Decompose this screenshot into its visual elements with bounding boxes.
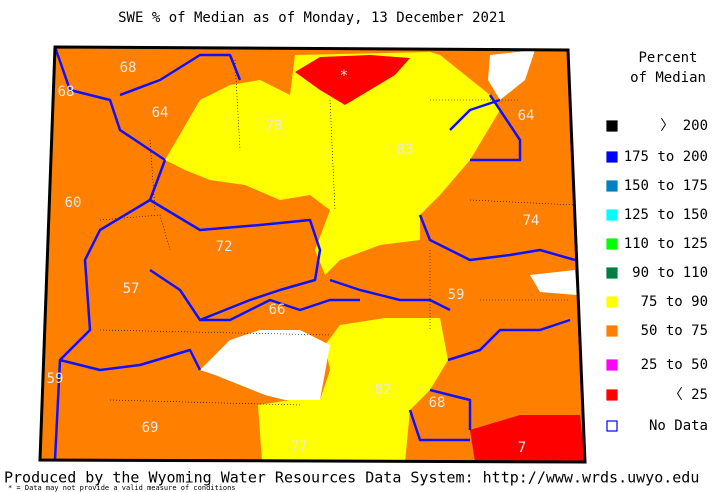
- legend-label: 50 to 75: [641, 323, 708, 339]
- region-red: [295, 55, 410, 105]
- legend-label: No Data: [649, 418, 708, 434]
- basin-label: 72: [216, 239, 233, 255]
- legend-title: of Median: [630, 70, 706, 86]
- basin-label: 68: [58, 84, 75, 100]
- basin-label: 64: [518, 108, 535, 124]
- legend-label: 25 to 50: [641, 357, 708, 373]
- footer: Produced by the Wyoming Water Resources …: [4, 469, 699, 487]
- legend-swatch: [606, 420, 618, 432]
- region-yellow: [258, 318, 448, 462]
- legend-swatch: [606, 209, 618, 221]
- basin-label: 82: [375, 382, 392, 398]
- basin-label: 68: [429, 395, 446, 411]
- legend-swatch: [606, 180, 618, 192]
- legend-swatch: [606, 238, 618, 250]
- basin-label: 66: [269, 302, 286, 318]
- basin-label: 57: [123, 281, 140, 297]
- county-lines: [99, 59, 576, 406]
- legend-label: 125 to 150: [624, 207, 708, 223]
- basin-label: 59: [448, 287, 465, 303]
- basin-label: 59: [47, 371, 64, 387]
- basin-label: 68: [120, 60, 137, 76]
- legend-swatch: [606, 120, 618, 132]
- legend-label: 〉 200: [660, 118, 708, 134]
- footnote: * = Data may not provide a valid measure…: [8, 484, 236, 492]
- region-red: [470, 415, 585, 462]
- legend-label: 〈 25: [669, 387, 708, 403]
- legend-swatch: [606, 325, 618, 337]
- basin-label: 7: [518, 440, 526, 456]
- region-nodata: [530, 270, 577, 295]
- region-yellow: [165, 52, 500, 275]
- map-title: SWE % of Median as of Monday, 13 Decembe…: [118, 10, 506, 26]
- legend-swatch: [606, 151, 618, 163]
- state: [38, 45, 587, 464]
- legend-label: 75 to 90: [641, 294, 708, 310]
- legend-label: 110 to 125: [624, 236, 708, 252]
- legend-label: 175 to 200: [624, 149, 708, 165]
- basin-label: 64: [152, 105, 169, 121]
- basin-label: 78: [266, 118, 283, 134]
- basin-boundaries: [53, 46, 576, 461]
- region-nodata: [488, 50, 535, 100]
- basin-label: 60: [65, 195, 82, 211]
- legend-swatch: [606, 296, 618, 308]
- state-border: [38, 45, 587, 464]
- legend-label: 90 to 110: [632, 265, 708, 281]
- basin-label: 77: [291, 439, 308, 455]
- legend-swatch: [606, 359, 618, 371]
- basin-label: *: [340, 68, 348, 84]
- legend-label: 150 to 175: [624, 178, 708, 194]
- legend-title: Percent: [638, 50, 697, 66]
- legend-swatch: [606, 389, 618, 401]
- region-nodata: [200, 330, 330, 400]
- basin-label: 74: [523, 213, 540, 229]
- basin-label: 83: [397, 142, 414, 158]
- basin-label: 69: [142, 420, 159, 436]
- legend-swatch: [606, 267, 618, 279]
